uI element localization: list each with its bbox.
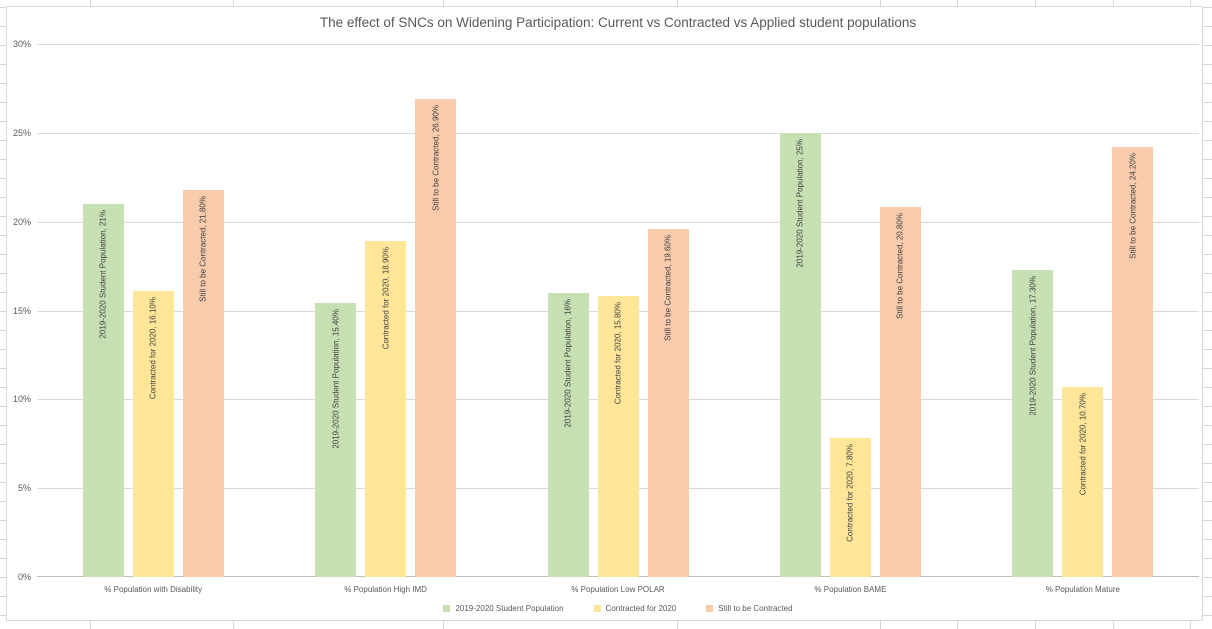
x-axis-category-label: % Population High IMD [344,585,427,594]
bar-data-label: 2019-2020 Student Population, 17.30% [1028,275,1038,416]
bar-data-label: 2019-2020 Student Population, 25% [795,138,805,268]
y-axis-tick-label: 20% [12,216,31,227]
bar[interactable]: Contracted for 2020, 15.80% [597,296,639,577]
bar[interactable]: Contracted for 2020, 16.10% [132,290,174,577]
bar[interactable]: 2019-2020 Student Population, 21% [82,203,124,577]
bar[interactable]: 2019-2020 Student Population, 15.40% [315,303,357,577]
bar-data-label: Contracted for 2020, 7.80% [845,444,855,543]
bar-data-label: 2019-2020 Student Population, 21% [98,209,108,339]
bar-data-label: Contracted for 2020, 10.70% [1078,392,1088,496]
legend-item[interactable]: 2019-2020 Student Population [443,604,564,613]
chart-canvas[interactable]: The effect of SNCs on Widening Participa… [6,6,1203,621]
bar-data-label: Still to be Contracted, 24.20% [1128,153,1138,259]
legend-label: Still to be Contracted [718,604,793,613]
bar[interactable]: 2019-2020 Student Population, 17.30% [1012,269,1054,577]
bar-data-label: Still to be Contracted, 19.60% [663,234,673,341]
legend-item[interactable]: Contracted for 2020 [593,604,677,613]
bar[interactable]: Still to be Contracted, 19.60% [647,228,689,577]
y-gridline [37,221,1199,223]
category-group: 2019-2020 Student Population, 21% Contrac… [37,44,269,577]
bar[interactable]: Still to be Contracted, 21.80% [182,189,224,577]
bar-data-label: Contracted for 2020, 18.90% [381,247,391,350]
bar[interactable]: Contracted for 2020, 18.90% [365,241,407,577]
bar[interactable]: Contracted for 2020, 10.70% [1062,386,1104,577]
category-group: 2019-2020 Student Population, 16% Contrac… [502,44,734,577]
x-axis-category-label: % Population BAME [814,585,887,594]
chart-title[interactable]: The effect of SNCs on Widening Participa… [319,15,917,30]
category-group: 2019-2020 Student Population, 15.40% Cont… [269,44,501,577]
x-axis-category-label: % Population Low POLAR [571,585,665,594]
bar-data-label: 2019-2020 Student Population, 15.40% [331,309,341,450]
category-group: 2019-2020 Student Population, 25% Contrac… [734,44,966,577]
bar[interactable]: Still to be Contracted, 26.90% [415,99,457,577]
bar-data-label: Still to be Contracted, 20.80% [895,213,905,320]
bar-data-label: Still to be Contracted, 21.80% [198,195,208,302]
x-axis-category-label: % Population Mature [1045,585,1120,594]
plot-area: 0% 5% 10% 15% 20% 25% 30% 2019-2020 Student Pop… [13,39,1199,594]
y-axis-tick-label: 5% [17,483,31,494]
legend-label: Contracted for 2020 [605,604,677,613]
bar[interactable]: 2019-2020 Student Population, 16% [547,292,589,577]
bar-groups: 2019-2020 Student Population, 21% Contrac… [37,44,1199,577]
bar[interactable]: Still to be Contracted, 20.80% [879,207,921,577]
y-axis-tick-label: 30% [12,39,31,49]
bar[interactable]: Still to be Contracted, 24.20% [1112,147,1154,577]
y-axis-tick-label: 25% [12,127,31,138]
bar-data-label: Contracted for 2020, 15.80% [613,302,623,405]
x-axis-category-label: % Population with Disability [104,585,203,594]
y-axis-tick-label: 0% [17,572,31,582]
category-group: 2019-2020 Student Population, 17.30% Cont… [967,44,1199,577]
y-axis-tick-label: 10% [12,394,31,405]
legend-swatch-icon [593,605,601,612]
legend-swatch-icon [706,605,714,612]
bar-data-label: 2019-2020 Student Population, 16% [563,298,573,428]
x-axis-labels: % Population with Disability % Population… [37,585,1199,594]
bar[interactable]: 2019-2020 Student Population, 25% [779,132,821,577]
legend-label: 2019-2020 Student Population [455,604,564,613]
y-gridline [37,132,1199,134]
bar[interactable]: Contracted for 2020, 7.80% [829,438,871,577]
y-axis-tick-label: 15% [12,305,31,316]
y-gridline [37,44,1199,45]
bar-data-label: Still to be Contracted, 26.90% [431,105,441,211]
legend-item[interactable]: Still to be Contracted [706,604,793,613]
bar-data-label: Contracted for 2020, 16.10% [148,296,158,400]
chart-legend[interactable]: 2019-2020 Student Population Contracted f… [37,604,1199,613]
legend-swatch-icon [443,605,451,612]
